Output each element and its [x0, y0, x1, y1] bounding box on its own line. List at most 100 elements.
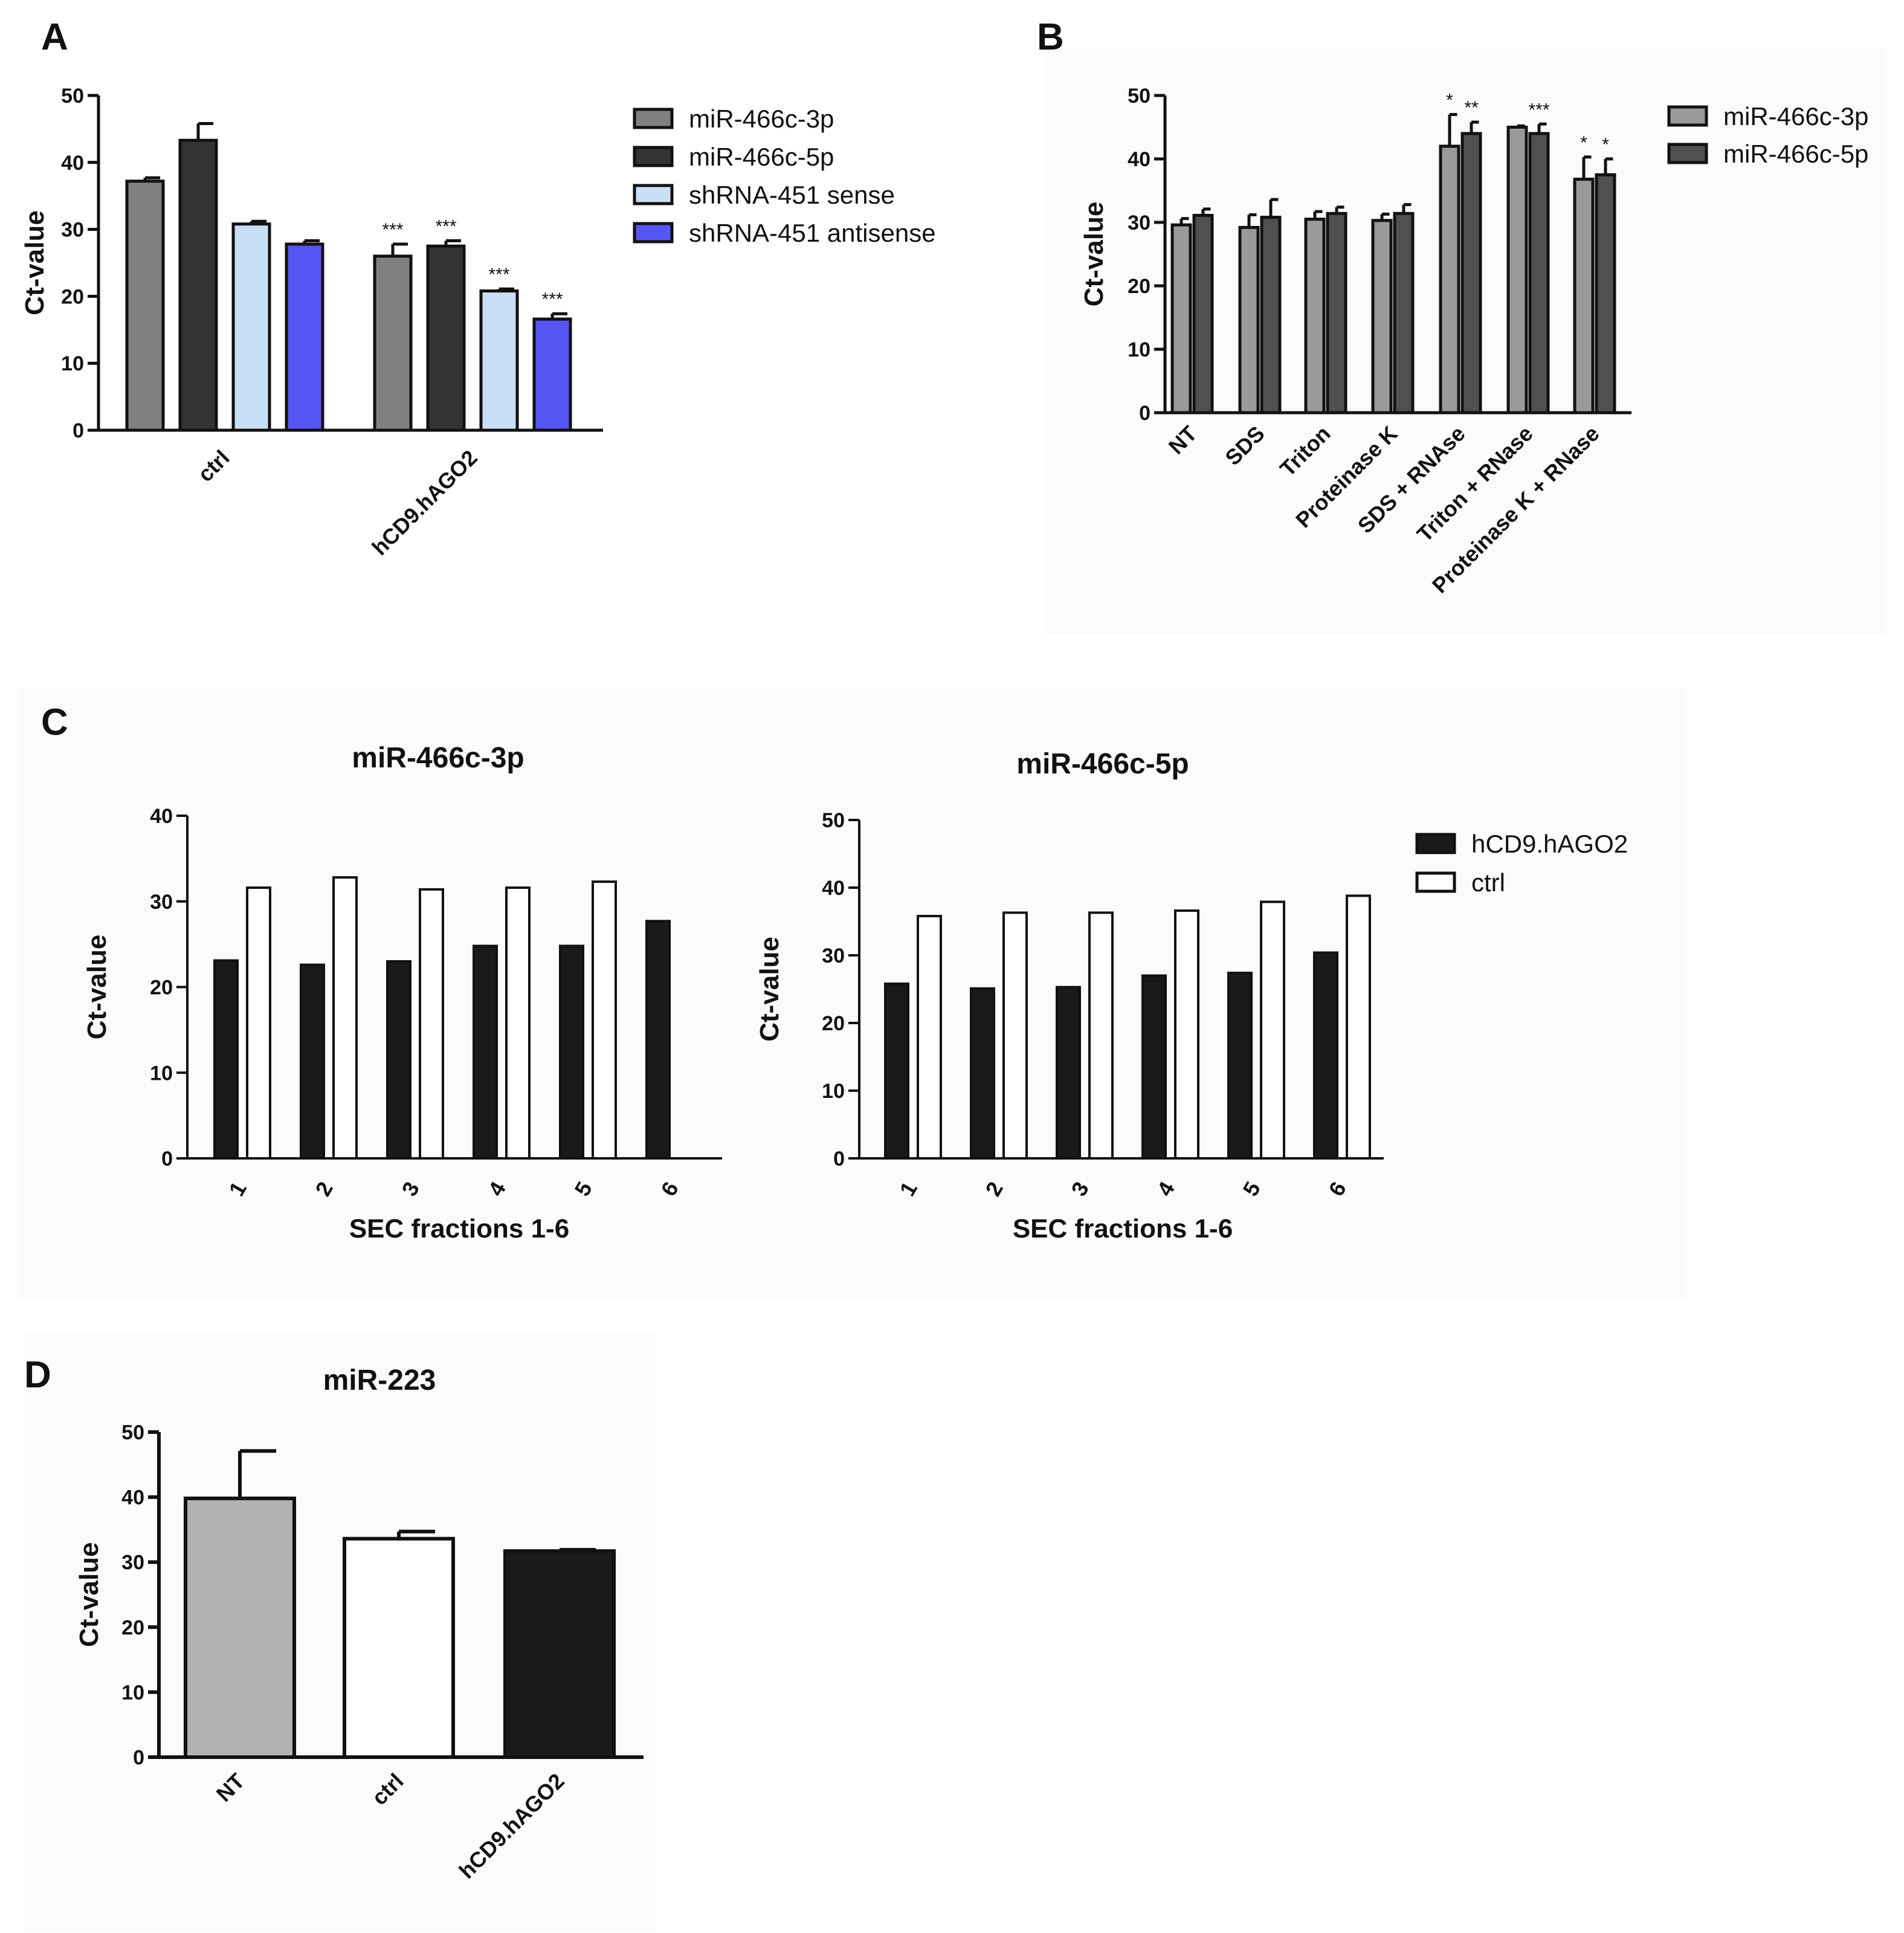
y-tick-label: 50	[61, 85, 84, 108]
y-tick-label: 10	[121, 1681, 144, 1704]
panel-label-c: C	[41, 702, 68, 743]
bar-mir-466c-5p-triton-rnase	[1528, 132, 1550, 415]
bar-ctrl	[343, 1537, 455, 1760]
bar-ctrl-5	[1260, 900, 1285, 1160]
bar-hcd9-hago2-1	[884, 983, 909, 1160]
panel-label-d: D	[24, 1354, 51, 1396]
y-tick-label: 40	[150, 805, 173, 828]
y-tick-label: 10	[822, 1080, 845, 1103]
bar-hcd9-hago2-2	[970, 987, 995, 1160]
y-tick-label: 50	[121, 1421, 144, 1444]
bar-ctrl-6	[1346, 894, 1371, 1160]
y-axis-label: Ct-value	[20, 210, 50, 315]
legend-label-hcd9-hago2: hCD9.hAGO2	[1471, 830, 1628, 858]
panel-label-b: B	[1037, 16, 1064, 58]
bar-hcd9-hago2-6	[645, 920, 671, 1160]
panel-c-background	[18, 689, 1686, 1299]
panel-label-a: A	[41, 16, 68, 58]
significance-label: ***	[1528, 100, 1549, 120]
y-tick-label: 0	[1139, 402, 1150, 425]
legend-a: miR-466c-3p miR-466c-5p shRNA-451 sense shR…	[633, 105, 936, 247]
y-tick-label: 30	[61, 219, 84, 242]
y-tick-label: 10	[1128, 338, 1150, 361]
chart-title: miR-223	[323, 1364, 436, 1396]
bar-mir-466c-3p-nt	[1170, 223, 1192, 415]
y-tick-label: 40	[822, 877, 845, 900]
y-tick-label: 40	[61, 152, 84, 175]
bar-mir-466c-5p-proteinase-k-rnase	[1595, 173, 1616, 415]
y-tick-label: 50	[822, 809, 845, 832]
bar-mir-466c-5p-nt	[1192, 213, 1214, 415]
bar-mir-466c-3p-sds	[1238, 225, 1260, 415]
legend-swatch-shrna-451-sense	[633, 184, 674, 205]
y-axis-label: Ct-value	[74, 1542, 104, 1647]
bar-mir-466c-3p-hcd9-hago2	[373, 254, 413, 432]
y-tick-label: 30	[1128, 211, 1150, 234]
x-axis-label: SEC fractions 1-6	[1013, 1214, 1233, 1244]
bar-nt	[184, 1496, 296, 1759]
legend-label-mir-466c-3p: miR-466c-3p	[689, 105, 834, 133]
bar-shrna-451-sense-ctrl	[231, 222, 271, 432]
y-tick-label: 30	[150, 891, 173, 914]
bar-mir-466c-5p-proteinase-k	[1393, 211, 1415, 415]
chart-title: miR-466c-5p	[1016, 748, 1189, 780]
significance-label: *	[1580, 133, 1587, 153]
bar-ctrl-3	[1088, 911, 1114, 1160]
bar-hcd9-hago2-5	[1227, 972, 1253, 1160]
legend-label-ctrl: ctrl	[1471, 868, 1505, 897]
bar-shrna-451-antisense-hcd9-hago2	[532, 317, 572, 432]
significance-label: ***	[435, 216, 456, 236]
bar-mir-466c-3p-proteinase-k-rnase	[1573, 178, 1595, 415]
bar-hcd9-hago2-6	[1313, 951, 1338, 1160]
bar-ctrl-5	[592, 880, 617, 1160]
bar-mir-466c-3p-triton	[1304, 218, 1326, 415]
y-axis-label: Ct-value	[82, 935, 112, 1040]
bar-hcd9-hago2-1	[213, 959, 239, 1160]
bar-mir-466c-5p-triton	[1326, 211, 1347, 415]
y-tick-label: 20	[61, 285, 84, 308]
bar-mir-466c-3p-proteinase-k	[1371, 219, 1393, 415]
x-tick-label: ctrl	[193, 445, 234, 487]
bar-hcd9-hago2-3	[386, 960, 411, 1160]
legend-label-mir-466c-5p: miR-466c-5p	[689, 143, 834, 171]
chart-title: miR-466c-3p	[352, 742, 524, 774]
y-axis-label: Ct-value	[1079, 202, 1109, 307]
bar-ctrl-3	[419, 888, 444, 1160]
bar-hcd9-hago2-3	[1056, 986, 1081, 1160]
y-tick-label: 20	[150, 976, 173, 999]
bar-shrna-451-sense-hcd9-hago2	[479, 289, 519, 432]
bar-hcd9-hago2-5	[559, 944, 584, 1160]
bar-ctrl-2	[1002, 911, 1028, 1160]
y-tick-label: 20	[121, 1616, 144, 1639]
legend-label-shrna-451-antisense: shRNA-451 antisense	[689, 219, 936, 247]
bar-ctrl-1	[246, 886, 271, 1160]
bar-ctrl-4	[1174, 909, 1199, 1160]
y-tick-label: 0	[833, 1147, 845, 1170]
y-tick-label: 30	[822, 944, 845, 967]
legend-swatch-mir-466c-5p	[633, 146, 674, 167]
bar-hcd9-hago2	[503, 1549, 616, 1759]
bar-hcd9-hago2-2	[300, 963, 325, 1160]
bar-shrna-451-antisense-ctrl	[285, 242, 324, 432]
legend-swatch-mir-466c-3p	[633, 108, 674, 129]
y-tick-label: 10	[61, 352, 84, 375]
chart-c-mir466c-5p: 0 10 20 30 40 50 Ct-value miR-466c-5p SEC fracti…	[755, 748, 1384, 1244]
y-tick-label: 40	[1128, 148, 1150, 171]
y-tick-label: 30	[121, 1551, 144, 1574]
y-tick-label: 0	[133, 1746, 144, 1769]
legend-b: miR-466c-3p miR-466c-5p	[1667, 102, 1868, 168]
chart-a: 0 10 20 30 40 50 Ct-value ctrl *** *** *** *** hCD9.…	[20, 85, 603, 560]
significance-label: ***	[541, 289, 563, 309]
significance-label: *	[1446, 91, 1453, 111]
significance-label: *	[1602, 135, 1609, 155]
bar-hcd9-hago2-4	[1141, 974, 1167, 1160]
y-tick-label: 0	[73, 419, 84, 442]
y-tick-label: 20	[1128, 275, 1150, 298]
significance-label: ***	[382, 220, 403, 240]
bar-mir-466c-3p-triton-rnase	[1506, 126, 1528, 415]
significance-label: **	[1464, 98, 1479, 118]
legend-swatch-mir-466c-5p	[1667, 143, 1708, 164]
y-tick-label: 10	[150, 1062, 173, 1085]
y-tick-label: 20	[822, 1012, 845, 1035]
legend-label-mir-466c-5p: miR-466c-5p	[1723, 140, 1868, 168]
